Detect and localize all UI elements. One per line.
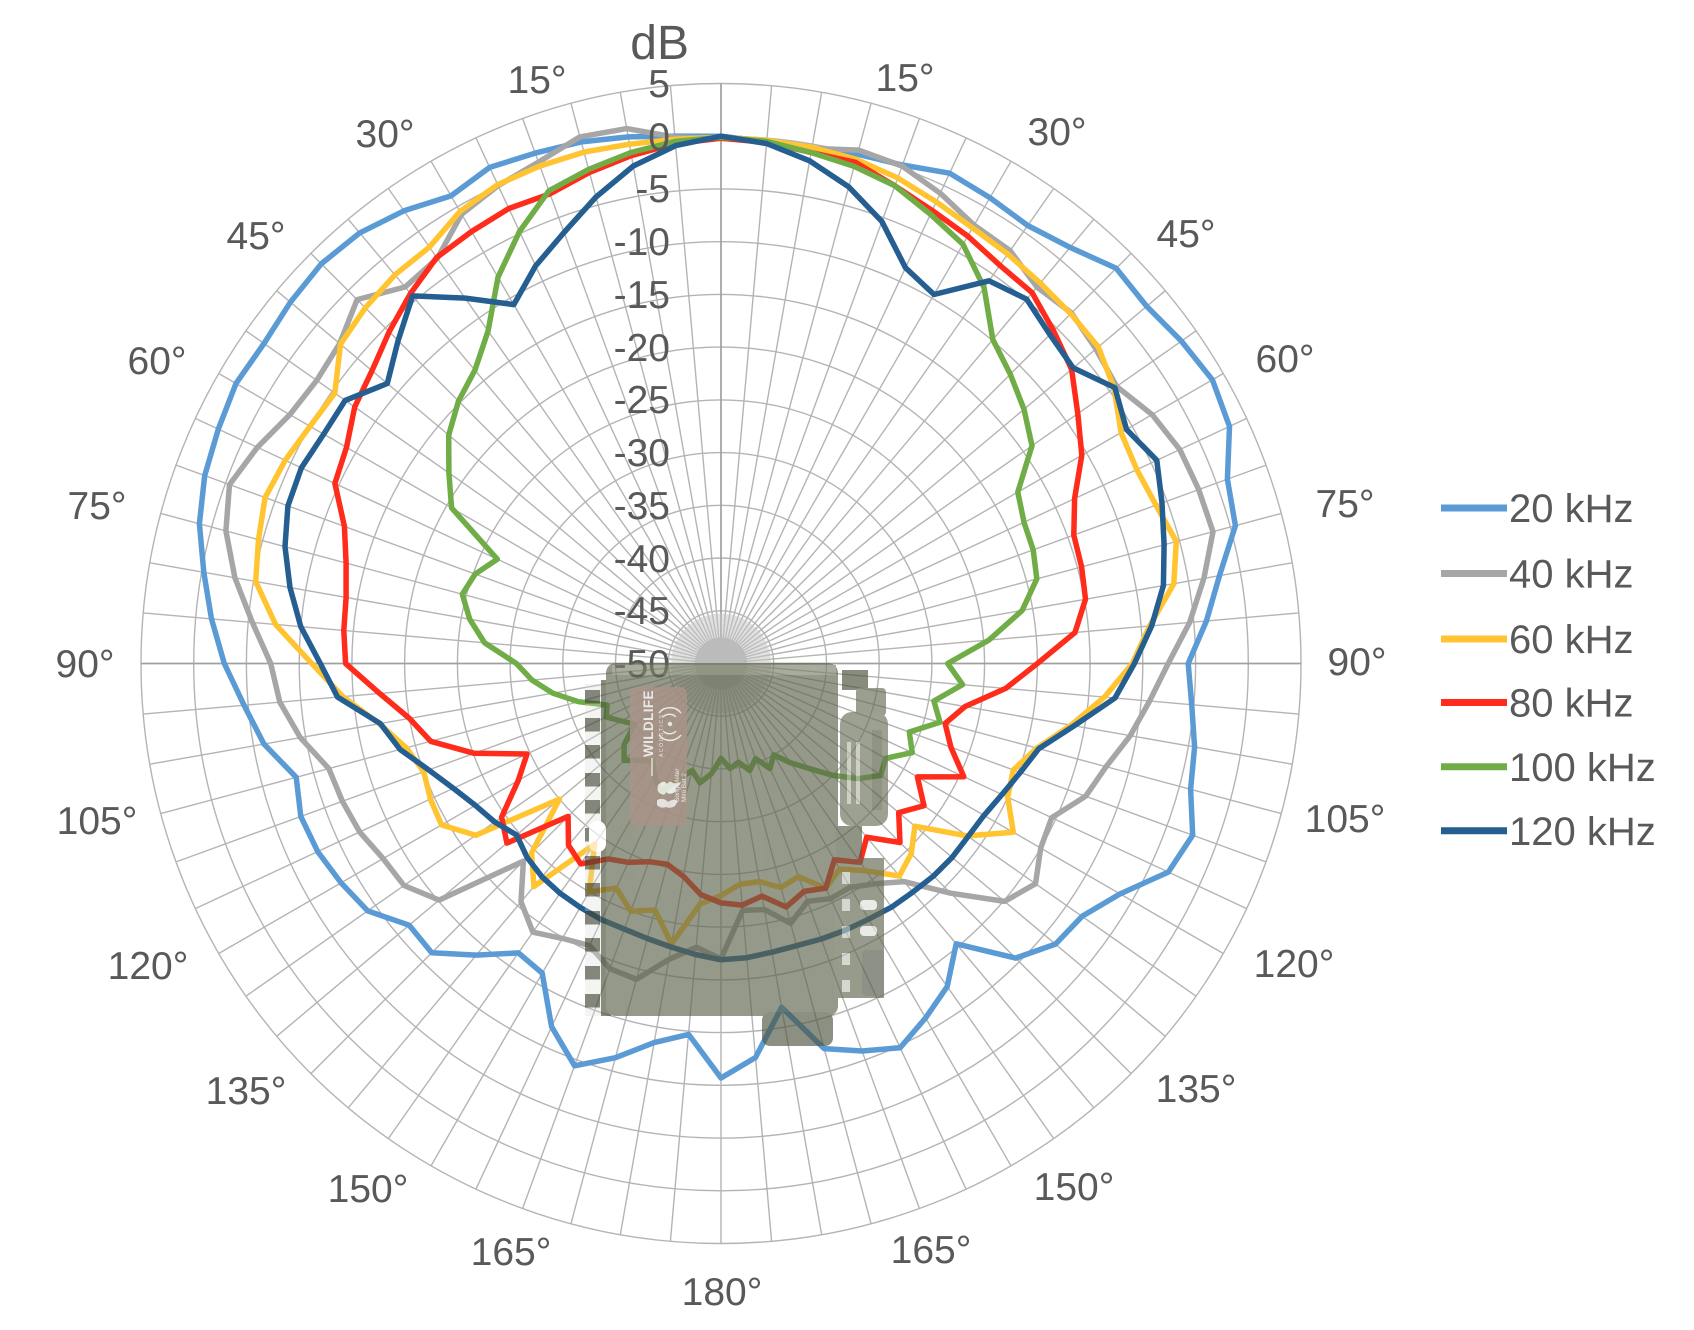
svg-text:60°: 60°: [1256, 338, 1315, 381]
svg-text:75°: 75°: [68, 485, 127, 528]
svg-text:-35: -35: [614, 485, 670, 528]
svg-text:ACOUSTICS: ACOUSTICS: [659, 713, 665, 757]
svg-text:-5: -5: [635, 168, 670, 211]
svg-text:180°: 180°: [682, 1271, 763, 1314]
svg-text:120°: 120°: [1254, 943, 1335, 986]
svg-text:150°: 150°: [328, 1168, 409, 1211]
svg-text:105°: 105°: [1305, 798, 1386, 841]
svg-text:135°: 135°: [206, 1070, 287, 1113]
svg-text:165°: 165°: [471, 1231, 552, 1274]
svg-text:-45: -45: [614, 590, 670, 633]
svg-text:-25: -25: [614, 379, 670, 422]
svg-text:30°: 30°: [356, 113, 415, 156]
svg-text:80 kHz: 80 kHz: [1509, 682, 1634, 726]
svg-text:30°: 30°: [1028, 111, 1087, 154]
svg-text:15°: 15°: [876, 57, 935, 100]
svg-text:40 kHz: 40 kHz: [1509, 553, 1634, 597]
svg-text:5: 5: [648, 63, 670, 106]
svg-text:120 kHz: 120 kHz: [1509, 810, 1656, 854]
svg-text:90°: 90°: [1328, 641, 1387, 684]
svg-text:-20: -20: [614, 327, 670, 370]
svg-text:60°: 60°: [128, 340, 187, 383]
svg-text:-40: -40: [614, 538, 670, 581]
svg-text:-30: -30: [614, 432, 670, 475]
svg-text:dB: dB: [630, 17, 689, 70]
svg-text:100 kHz: 100 kHz: [1509, 746, 1656, 790]
svg-text:Mini Bat 2: Mini Bat 2: [681, 773, 688, 802]
svg-text:150°: 150°: [1034, 1166, 1115, 1209]
svg-text:60 kHz: 60 kHz: [1509, 618, 1634, 662]
svg-text:-15: -15: [614, 274, 670, 317]
svg-text:0: 0: [648, 116, 670, 159]
svg-text:105°: 105°: [57, 800, 138, 843]
svg-text:90°: 90°: [56, 643, 115, 686]
svg-text:20 kHz: 20 kHz: [1509, 487, 1634, 531]
svg-text:75°: 75°: [1316, 483, 1375, 526]
svg-text:120°: 120°: [108, 945, 189, 988]
svg-text:165°: 165°: [891, 1229, 972, 1272]
svg-text:45°: 45°: [1157, 213, 1216, 256]
svg-text:135°: 135°: [1156, 1068, 1237, 1111]
svg-text:15°: 15°: [508, 59, 567, 102]
svg-text:-10: -10: [614, 221, 670, 264]
svg-text:45°: 45°: [227, 215, 286, 258]
svg-text:WILDLIFE: WILDLIFE: [641, 690, 656, 757]
